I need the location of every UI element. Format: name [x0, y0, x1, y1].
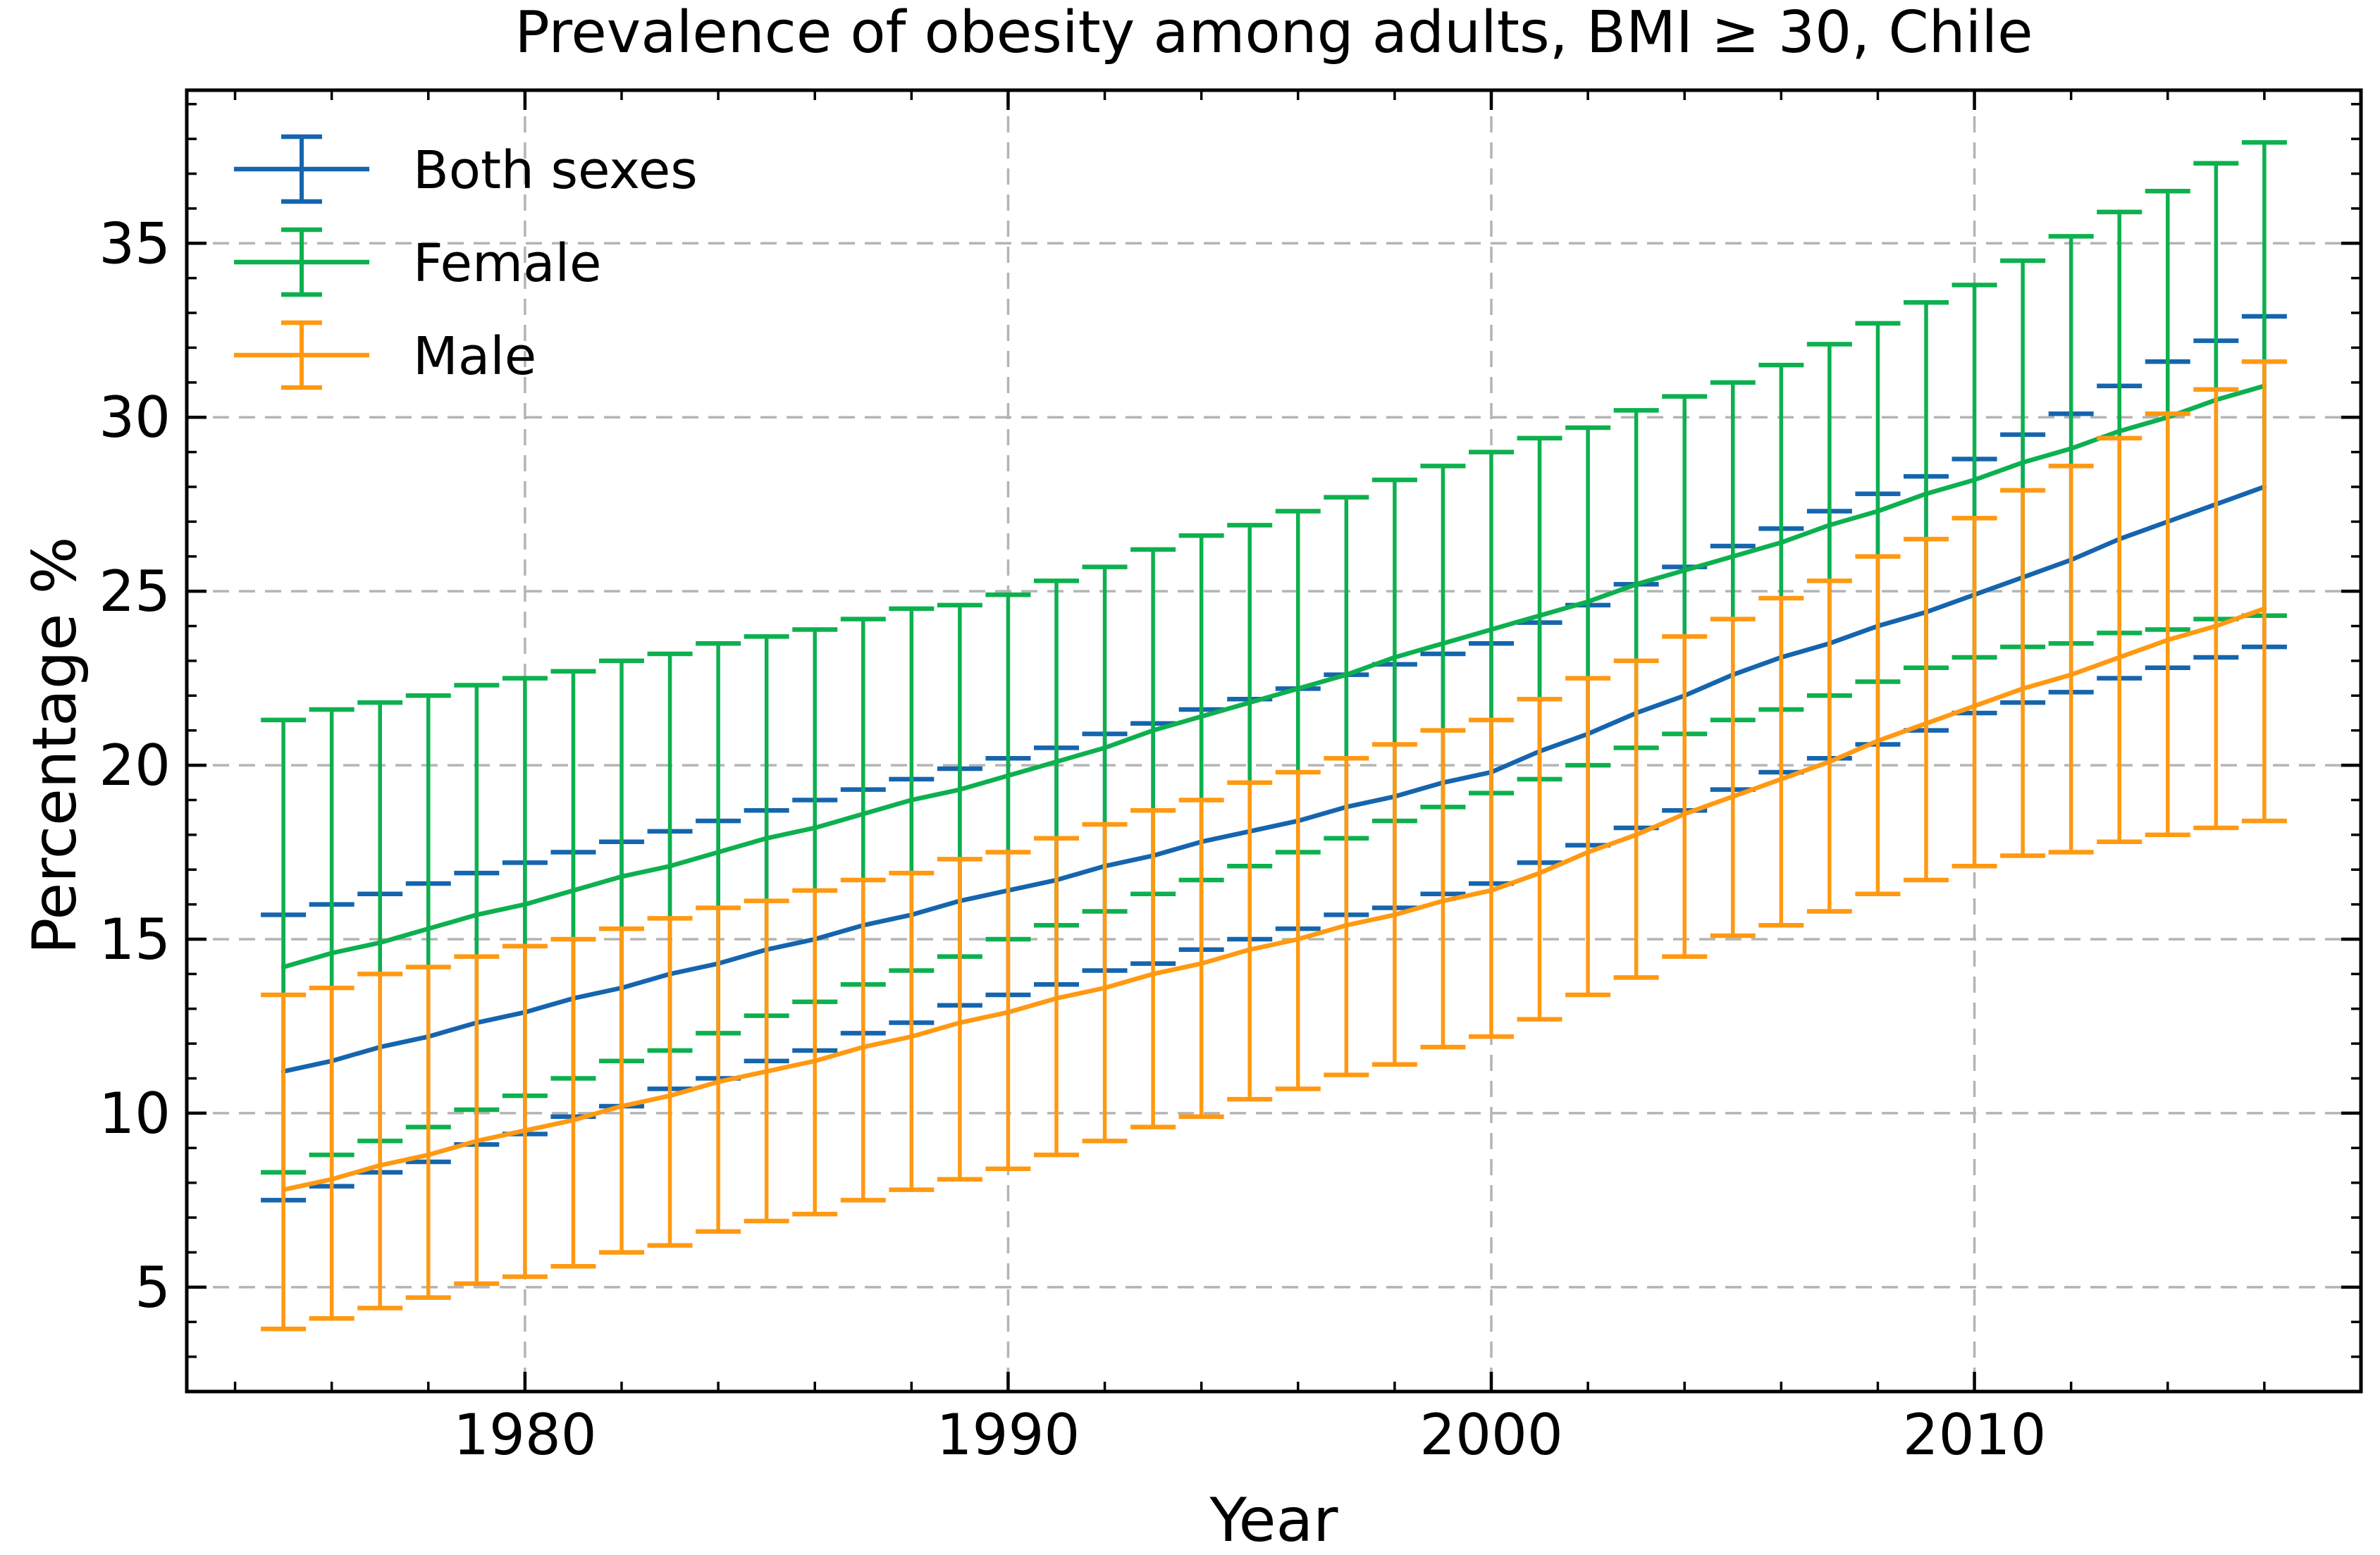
x-tick-label-2010: 2010	[1903, 1402, 2047, 1468]
series-both-sexes	[261, 314, 2287, 1203]
legend-item-male: Male	[234, 320, 536, 390]
x-axis-label: Year	[1209, 1485, 1338, 1555]
y-tick-label-35: 35	[99, 211, 171, 276]
series-line-male	[280, 606, 2267, 1192]
legend-item-female: Female	[234, 227, 602, 297]
y-axis-label: Percentage %	[20, 536, 90, 955]
legend-label: Both sexes	[413, 140, 698, 201]
x-tick-label-1980: 1980	[453, 1402, 597, 1468]
legend: Both sexes Female Male	[234, 134, 698, 390]
legend-item-both-sexes: Both sexes	[234, 134, 698, 204]
chart-title: Prevalence of obesity among adults, BMI …	[514, 0, 2033, 66]
tick-labels: 1980 1990 2000 2010 5 10 15 20 25 30 35	[99, 211, 2046, 1468]
y-tick-label-25: 25	[99, 559, 171, 624]
series-male	[261, 359, 2287, 1332]
series-line-female	[280, 383, 2267, 969]
x-tick-label-2000: 2000	[1419, 1402, 1563, 1468]
legend-label: Female	[413, 233, 602, 294]
y-tick-label-20: 20	[99, 733, 171, 798]
axes-spines	[185, 88, 2363, 1394]
y-tick-label-10: 10	[99, 1081, 171, 1146]
series-female	[261, 140, 2287, 1175]
legend-label: Male	[413, 326, 536, 387]
series-line-both-sexes	[280, 484, 2267, 1074]
y-tick-label-15: 15	[99, 907, 171, 972]
y-tick-label-30: 30	[99, 385, 171, 450]
x-tick-label-1990: 1990	[937, 1402, 1080, 1468]
axis-ticks	[187, 90, 2362, 1393]
y-tick-label-5: 5	[135, 1255, 171, 1320]
